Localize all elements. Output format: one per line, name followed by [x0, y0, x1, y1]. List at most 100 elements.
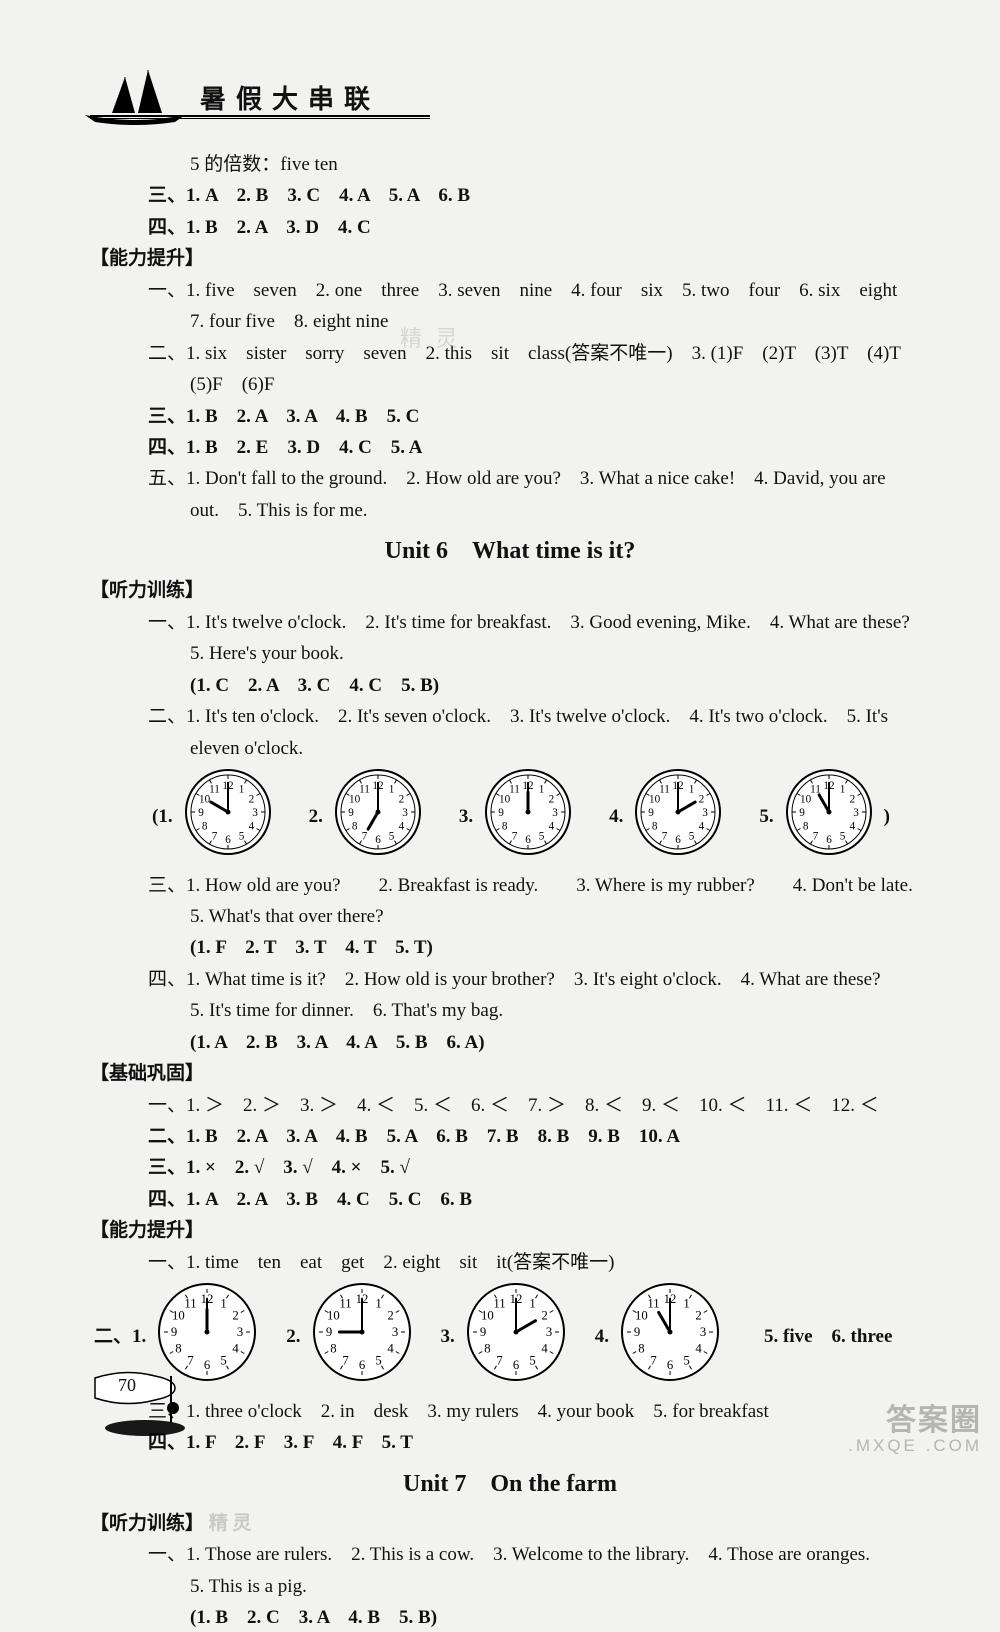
svg-text:3: 3	[391, 1325, 397, 1339]
text: 四、1. F 2. F 3. F 4. F 5. T	[90, 1428, 930, 1457]
clock: 123456789101112	[467, 1283, 565, 1390]
svg-text:11: 11	[659, 784, 670, 796]
svg-text:3: 3	[237, 1325, 243, 1339]
svg-text:11: 11	[339, 1297, 351, 1311]
text: (5)F (6)F	[90, 370, 930, 399]
clock-icon: 123456789101112	[786, 769, 872, 855]
svg-text:4: 4	[549, 821, 555, 833]
svg-text:4: 4	[233, 1342, 240, 1356]
clock: 123456789101112	[313, 1283, 411, 1390]
text: 三、1. three o'clock 2. in desk 3. my rule…	[90, 1397, 930, 1426]
text: 一、1. Those are rulers. 2. This is a cow.…	[90, 1540, 930, 1569]
svg-text:6: 6	[225, 834, 231, 846]
text: )	[884, 802, 890, 831]
svg-text:3: 3	[853, 807, 859, 819]
svg-text:11: 11	[185, 1297, 197, 1311]
text: 二、1. B 2. A 3. A 4. B 5. A 6. B 7. B 8. …	[90, 1122, 930, 1151]
section-label: 【听力训练】 精 灵	[90, 1509, 930, 1538]
svg-text:9: 9	[634, 1325, 640, 1339]
clock-label: 3.	[459, 802, 473, 831]
clock: 123456789101112	[335, 769, 421, 864]
clock-label: 5.	[759, 802, 773, 831]
svg-text:5: 5	[375, 1354, 381, 1368]
text: 二、1. six sister sorry seven 2. this sit …	[90, 339, 930, 368]
clock-icon: 123456789101112	[185, 769, 271, 855]
svg-text:1: 1	[221, 1297, 227, 1311]
svg-text:7: 7	[362, 830, 368, 842]
svg-text:4: 4	[541, 1342, 548, 1356]
text: (1. A 2. B 3. A 4. A 5. B 6. A)	[90, 1028, 930, 1057]
clock-row: (1.1234567891011122.1234567891011123.123…	[90, 769, 930, 864]
text: 一、1. five seven 2. one three 3. seven ni…	[90, 276, 930, 305]
svg-text:10: 10	[635, 1309, 648, 1323]
svg-text:9: 9	[171, 1325, 177, 1339]
clock-icon: 123456789101112	[313, 1283, 411, 1381]
page: 暑假大串联 5 的倍数：five ten 三、1. A 2. B 3. C 4.…	[0, 0, 1000, 1468]
text: 二、1. It's ten o'clock. 2. It's seven o'c…	[90, 702, 930, 731]
clock-label: 3.	[441, 1322, 455, 1351]
text: (1. C 2. A 3. C 4. C 5. B)	[90, 671, 930, 700]
svg-text:1: 1	[389, 784, 395, 796]
svg-text:5: 5	[839, 830, 845, 842]
svg-text:8: 8	[638, 1342, 644, 1356]
clock-label: 二、1.	[94, 1322, 146, 1351]
svg-text:5: 5	[238, 830, 244, 842]
watermark-small: .MXQE .COM	[848, 1437, 982, 1456]
svg-text:5: 5	[539, 830, 545, 842]
watermark-big: 答案圈	[848, 1404, 982, 1437]
svg-text:8: 8	[502, 821, 508, 833]
svg-text:11: 11	[647, 1297, 659, 1311]
watermark-text: 精 灵	[209, 1513, 252, 1534]
text: (1. B 2. C 3. A 4. B 5. B)	[90, 1603, 930, 1632]
svg-text:10: 10	[481, 1309, 494, 1323]
svg-text:8: 8	[802, 821, 808, 833]
svg-text:3: 3	[402, 807, 408, 819]
clock-icon: 123456789101112	[158, 1283, 256, 1381]
svg-text:7: 7	[662, 830, 668, 842]
svg-text:2: 2	[695, 1309, 701, 1323]
svg-text:5: 5	[389, 830, 395, 842]
text: 5. What's that over there?	[90, 902, 930, 931]
svg-text:3: 3	[703, 807, 709, 819]
clock-row: 二、1.1234567891011122.1234567891011123.12…	[90, 1283, 930, 1390]
svg-text:4: 4	[849, 821, 855, 833]
svg-text:2: 2	[549, 794, 555, 806]
svg-text:7: 7	[188, 1354, 194, 1368]
clock: 123456789101112	[185, 769, 271, 864]
svg-text:5: 5	[689, 830, 695, 842]
svg-text:10: 10	[327, 1309, 340, 1323]
clock-icon: 123456789101112	[621, 1283, 719, 1381]
unit-title: Unit 6 What time is it?	[90, 533, 930, 570]
clock-label: 2.	[309, 802, 323, 831]
section-label: 【能力提升】	[90, 1216, 930, 1245]
svg-text:1: 1	[839, 784, 845, 796]
text: 三、1. A 2. B 3. C 4. A 5. A 6. B	[90, 181, 930, 210]
svg-text:9: 9	[198, 807, 204, 819]
svg-text:8: 8	[175, 1342, 181, 1356]
svg-text:8: 8	[201, 821, 207, 833]
svg-text:11: 11	[493, 1297, 505, 1311]
svg-text:6: 6	[513, 1358, 519, 1372]
text: 四、1. B 2. E 3. D 4. C 5. A	[90, 433, 930, 462]
text: 三、1. How old are you? 2. Breakfast is re…	[90, 871, 930, 900]
svg-text:6: 6	[676, 834, 682, 846]
clock-label: 2.	[286, 1322, 300, 1351]
clock-icon: 123456789101112	[335, 769, 421, 855]
svg-text:7: 7	[211, 830, 217, 842]
text: 5. five 6. three	[745, 1322, 892, 1351]
clock: 123456789101112	[621, 1283, 719, 1390]
svg-text:6: 6	[525, 834, 531, 846]
svg-text:2: 2	[699, 794, 705, 806]
svg-text:6: 6	[667, 1358, 673, 1372]
header-rule	[90, 115, 430, 119]
clock-label: (1.	[152, 802, 173, 831]
svg-text:11: 11	[509, 784, 520, 796]
text: 四、1. B 2. A 3. D 4. C	[90, 213, 930, 242]
svg-text:1: 1	[683, 1297, 689, 1311]
svg-text:3: 3	[552, 807, 558, 819]
svg-text:2: 2	[387, 1309, 393, 1323]
svg-text:8: 8	[330, 1342, 336, 1356]
svg-text:7: 7	[512, 830, 518, 842]
svg-text:9: 9	[799, 807, 805, 819]
clock-label: 4.	[595, 1322, 609, 1351]
